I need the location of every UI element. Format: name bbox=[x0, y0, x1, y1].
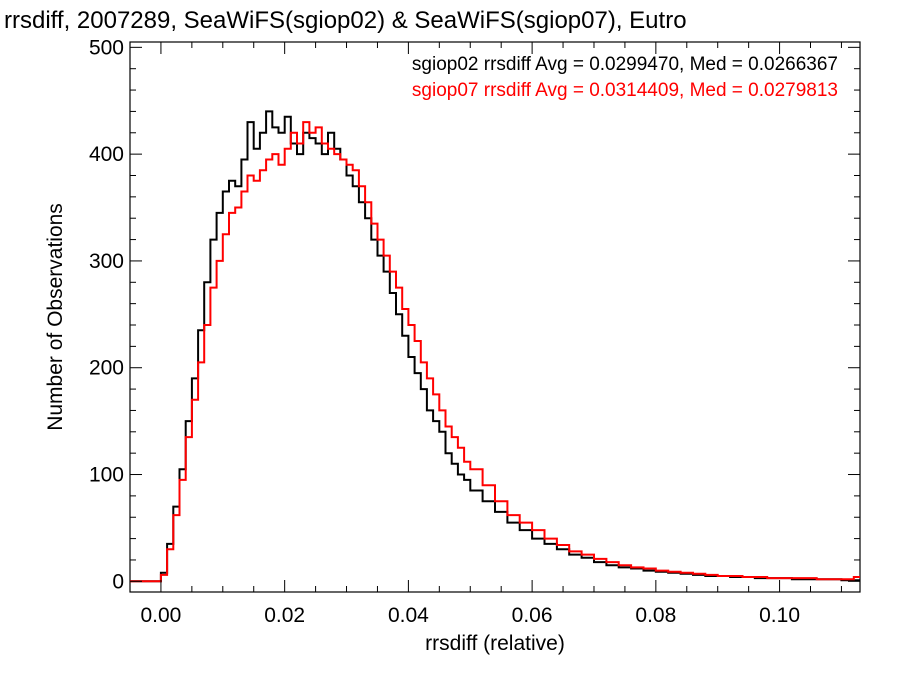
chart-title: rrsdiff, 2007289, SeaWiFS(sgiop02) & Sea… bbox=[4, 7, 687, 34]
y-tick-label: 500 bbox=[89, 36, 124, 59]
legend: sgiop02 rrsdiff Avg = 0.0299470, Med = 0… bbox=[412, 54, 838, 101]
series-layer bbox=[130, 110, 860, 583]
x-tick-label: 0.08 bbox=[635, 604, 676, 627]
y-tick-label: 100 bbox=[89, 464, 124, 487]
series-line-sgiop02 bbox=[130, 110, 860, 583]
x-tick-label: 0.06 bbox=[512, 604, 553, 627]
y-tick-label: 0 bbox=[112, 570, 124, 593]
legend-entry-sgiop02: sgiop02 rrsdiff Avg = 0.0299470, Med = 0… bbox=[412, 54, 838, 75]
x-tick-label: 0.10 bbox=[759, 604, 800, 627]
legend-entry-sgiop07: sgiop07 rrsdiff Avg = 0.0314409, Med = 0… bbox=[412, 80, 838, 101]
y-axis-label: Number of Observations bbox=[44, 203, 67, 431]
y-tick-label: 300 bbox=[89, 250, 124, 273]
ticks-layer: 0.00 0.02 0.04 0.06 0.08 0.10 0 100 200 300 400 500 bbox=[89, 36, 860, 627]
series-line-sgiop07 bbox=[130, 121, 860, 583]
plot-frame bbox=[129, 41, 861, 593]
x-tick-label: 0.04 bbox=[388, 604, 429, 627]
x-axis-label: rrsdiff (relative) bbox=[425, 632, 565, 655]
y-tick-label: 200 bbox=[89, 357, 124, 380]
x-tick-label: 0.02 bbox=[264, 604, 305, 627]
x-tick-label: 0.00 bbox=[140, 604, 181, 627]
y-tick-label: 400 bbox=[89, 143, 124, 166]
plot-area: 0.00 0.02 0.04 0.06 0.08 0.10 0 100 200 300 400 500 bbox=[89, 36, 861, 627]
